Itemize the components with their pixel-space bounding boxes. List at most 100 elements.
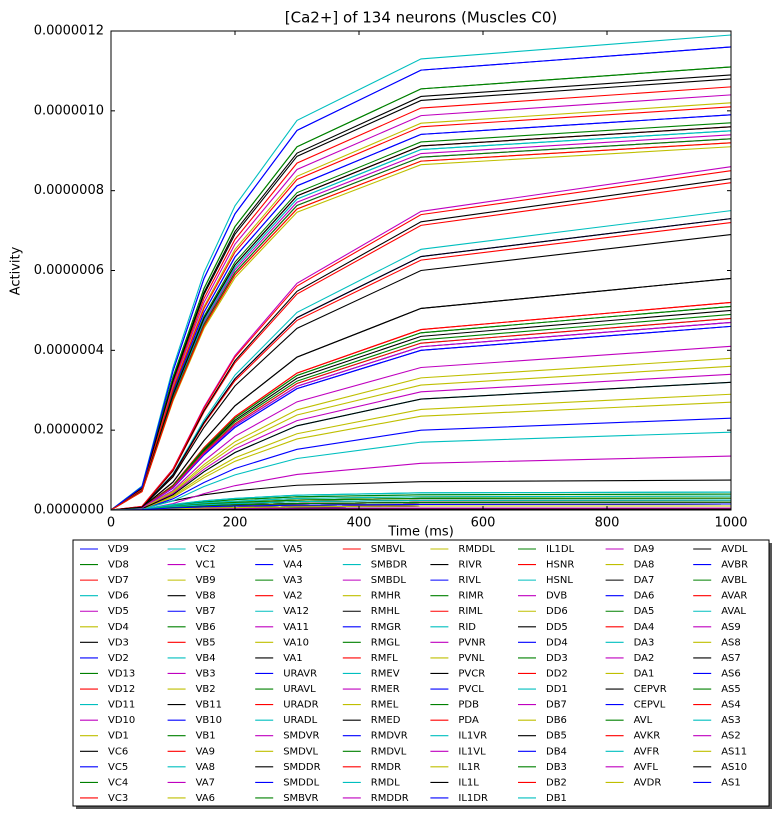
legend-label: SMDDL [283, 777, 319, 788]
legend-label: VD4 [108, 622, 129, 633]
y-tick-label: 0.0000004 [34, 343, 104, 358]
legend-label: VA6 [196, 793, 215, 804]
legend-label: PVNR [458, 637, 485, 648]
legend-label: RIML [458, 606, 483, 617]
legend-label: VA3 [283, 575, 302, 586]
legend-label: RMEV [371, 668, 400, 679]
legend-label: CEPVL [634, 700, 666, 711]
legend-label: VB6 [196, 622, 216, 633]
y-axis-label: Activity [9, 246, 24, 295]
legend-label: URADL [283, 715, 317, 726]
legend-label: AVBL [721, 575, 747, 586]
x-tick-label: 1000 [714, 516, 747, 531]
legend-label: SMBVL [371, 544, 405, 555]
legend-label: IL1R [458, 762, 480, 773]
legend-label: VB9 [196, 575, 216, 586]
legend-label: VD11 [108, 700, 135, 711]
chart-title: [Ca2+] of 134 neurons (Muscles C0) [285, 9, 557, 27]
legend-label: VB2 [196, 684, 216, 695]
series-line [111, 431, 731, 510]
legend-label: URADR [283, 700, 318, 711]
legend-label: DA6 [634, 591, 655, 602]
series-line [111, 218, 731, 510]
legend-label: VB4 [196, 653, 216, 664]
legend-label: DA9 [634, 544, 655, 555]
series-line [111, 78, 731, 510]
x-axis-label: Time (ms) [387, 525, 454, 540]
legend-label: RMGR [371, 622, 401, 633]
series-line [111, 365, 731, 510]
series-line [111, 86, 731, 510]
legend-label: DD1 [546, 684, 568, 695]
legend-label: AS2 [721, 731, 741, 742]
legend-label: RIMR [458, 591, 484, 602]
legend-label: RMDR [371, 762, 401, 773]
x-tick-label: 0 [107, 516, 115, 531]
legend-label: DA5 [634, 606, 655, 617]
legend-label: DA4 [634, 622, 655, 633]
legend-label: CEPVR [634, 684, 667, 695]
legend-label: IL1DL [546, 544, 575, 555]
legend-label: VC2 [196, 544, 216, 555]
legend-label: VD7 [108, 575, 129, 586]
legend-label: RMGL [371, 637, 400, 648]
legend-label: AS9 [721, 622, 741, 633]
legend-label: VA10 [283, 637, 309, 648]
legend-label: VD8 [108, 560, 129, 571]
legend-label: DA8 [634, 560, 655, 571]
legend-label: SMDDR [283, 762, 320, 773]
legend-label: RMER [371, 684, 400, 695]
legend: VD9 VD8 VD7 VD6 VD5 VD4 VD3 VD2 VD13 VD12 VD11 VD10… [72, 539, 772, 809]
legend-label: VD5 [108, 606, 129, 617]
legend-label: RMDL [371, 777, 400, 788]
y-tick-label: 0.0000006 [34, 263, 104, 278]
legend-label: AS10 [721, 762, 747, 773]
legend-label: PVCR [458, 668, 485, 679]
legend-label: HSNL [546, 575, 573, 586]
series-line [111, 142, 731, 510]
legend-label: DD3 [546, 653, 568, 664]
legend-label: VB3 [196, 668, 216, 679]
plot-lines [111, 34, 731, 510]
legend-label: RID [458, 622, 476, 633]
x-tick-label: 200 [223, 516, 248, 531]
legend-label: VC1 [196, 560, 216, 571]
legend-label: DD4 [546, 637, 568, 648]
legend-label: URAVR [283, 668, 317, 679]
legend-label: AS11 [721, 746, 747, 757]
series-line [111, 381, 731, 510]
x-tick-label: 800 [595, 516, 620, 531]
legend-label: AVL [634, 715, 653, 726]
legend-label: SMDVR [283, 731, 319, 742]
legend-label: AS8 [721, 637, 741, 648]
legend-label: URAVL [283, 684, 316, 695]
legend-label: VB5 [196, 637, 216, 648]
legend-label: VA7 [196, 777, 215, 788]
legend-label: VA8 [196, 762, 215, 773]
legend-label: AS3 [721, 715, 741, 726]
series-line [111, 34, 731, 510]
legend-label: RMFL [371, 653, 398, 664]
series-line [111, 503, 731, 510]
legend-label: VD12 [108, 684, 135, 695]
legend-label: RIVR [458, 560, 482, 571]
legend-label: DA1 [634, 668, 655, 679]
legend-label: VD3 [108, 637, 129, 648]
y-tick-label: 0.0000012 [34, 24, 104, 39]
legend-box [72, 539, 770, 807]
legend-label: SMBDL [371, 575, 407, 586]
legend-label: VD6 [108, 591, 129, 602]
legend-label: VD10 [108, 715, 135, 726]
legend-label: VA1 [283, 653, 302, 664]
legend-label: PDA [458, 715, 479, 726]
legend-label: DA2 [634, 653, 655, 664]
legend-label: SMBDR [371, 560, 408, 571]
legend-label: AS5 [721, 684, 741, 695]
legend-label: AS4 [721, 700, 741, 711]
legend-label: VA11 [283, 622, 309, 633]
series-line [111, 357, 731, 510]
legend-label: IL1VR [458, 731, 487, 742]
legend-label: AVBR [721, 560, 748, 571]
legend-label: SMDVL [283, 746, 318, 757]
series-line [111, 321, 731, 510]
